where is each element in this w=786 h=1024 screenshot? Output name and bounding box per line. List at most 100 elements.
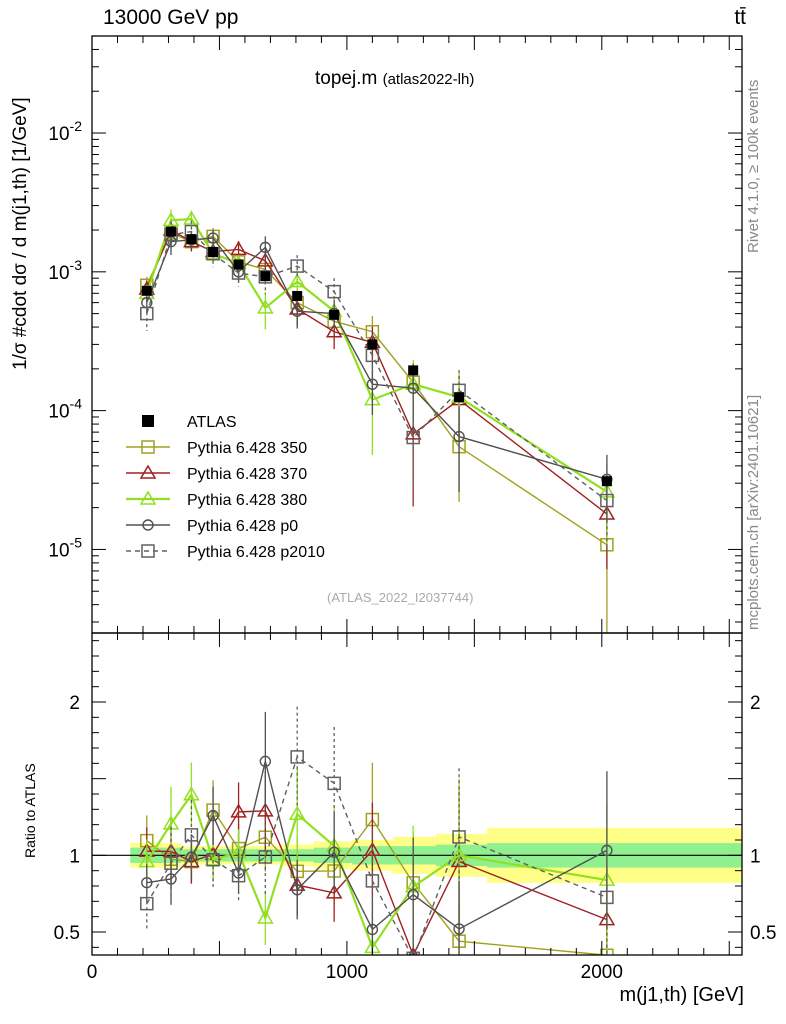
series-4-point	[291, 305, 303, 317]
atlas-data-point	[329, 309, 340, 320]
series-3-ratio-point	[257, 909, 274, 924]
atlas-data	[141, 226, 612, 487]
series-5-ratio	[140, 706, 614, 955]
ratio-tick-label-right: 2	[750, 693, 761, 714]
series-4-point	[259, 241, 272, 254]
plot-title-main: topej.m	[315, 68, 378, 89]
x-tick-label: 1000	[326, 962, 368, 983]
energy-label: 13000 GeV pp	[103, 6, 239, 29]
series-2-point	[230, 240, 247, 256]
y-tick-label: 10-5	[48, 534, 82, 561]
series-3-point	[183, 210, 200, 225]
series-5-ratio-point	[406, 951, 420, 955]
series-5-point	[406, 430, 420, 445]
series-5-ratio-point	[452, 830, 466, 844]
series-4-ratio-point	[453, 923, 465, 935]
series-5-ratio-point	[290, 750, 304, 764]
series-4-ratio-point	[291, 883, 303, 896]
atlas-data-point	[208, 246, 219, 257]
legend-label-1: Pythia 6.428 350	[187, 440, 307, 457]
series-1-ratio	[140, 762, 614, 955]
ratio-y-axis-label: Ratio to ATLAS	[22, 763, 38, 858]
series-4-ratio-point	[328, 846, 340, 858]
series-4-point	[453, 430, 465, 443]
legend-label-2: Pythia 6.428 370	[187, 466, 307, 483]
series-4-ratio-point	[366, 923, 379, 936]
plot-title: topej.m (atlas2022-lh)	[315, 68, 474, 90]
series-5-ratio-point	[184, 828, 199, 842]
series-3-ratio-point	[183, 786, 200, 801]
series-2-ratio-point	[408, 946, 419, 955]
series-4-ratio-point	[207, 809, 219, 822]
ratio-plot-frame	[91, 632, 743, 956]
legend-marker-5	[141, 544, 155, 558]
legend-marker-2	[139, 464, 157, 479]
ratio-tick-label-left: 2	[69, 693, 80, 714]
series-5-ratio-line	[146, 755, 608, 955]
ratio-tick-label-left: 1	[69, 846, 80, 867]
series-5-ratio-point	[365, 874, 380, 888]
series-5-point	[140, 306, 154, 321]
atlas-data-point	[408, 365, 419, 376]
series-5-point	[258, 270, 273, 284]
series-5-point	[327, 284, 341, 299]
ratio-plot-area	[92, 706, 742, 955]
series-4-point	[407, 382, 419, 394]
atlas-data-point	[454, 392, 465, 403]
legend-label-3: Pythia 6.428 380	[187, 492, 307, 509]
main-y-axis-label: 1/σ #cdot dσ / d m(j1,th) [1/GeV]	[10, 97, 31, 370]
atlas-data-point	[186, 234, 197, 245]
atlas-data-point	[166, 226, 177, 237]
series-2-point	[404, 425, 422, 440]
atlas-data-point	[601, 476, 612, 487]
y-tick-label: 10-4	[48, 396, 82, 423]
plot-title-sub: (atlas2022-lh)	[382, 71, 475, 88]
reference-id-label: (ATLAS_2022_I2037744)	[327, 590, 474, 605]
series-4-ratio	[141, 711, 613, 955]
x-axis-label: m(j1,th) [GeV]	[619, 984, 744, 1006]
series-3-ratio-point	[204, 851, 222, 866]
x-tick-label: 2000	[581, 962, 623, 983]
legend-marker-4	[142, 519, 154, 531]
series-5-line	[146, 230, 608, 502]
series-4-ratio-point	[259, 755, 272, 768]
main-plot-area	[138, 209, 616, 633]
atlas-data-point	[141, 285, 152, 296]
series-2-ratio-point	[325, 884, 343, 899]
series-5-ratio-point	[231, 868, 246, 883]
x-tick-label: 0	[87, 962, 98, 983]
legend: ATLAS Pythia 6.428 350 Pythia 6.428 370 Pyt…	[126, 414, 325, 561]
legend-atlas-label: ATLAS	[187, 414, 237, 431]
legend-marker-3	[139, 490, 157, 505]
series-2-ratio-point	[230, 803, 247, 818]
series-2-ratio-point	[257, 802, 274, 817]
legend-label-5: Pythia 6.428 p2010	[187, 544, 325, 561]
series-5-ratio-point	[600, 890, 614, 905]
legend-label-4: Pythia 6.428 p0	[187, 518, 298, 535]
y-tick-label: 10-2	[48, 118, 82, 145]
ratio-tick-label-left: 0.5	[54, 923, 80, 944]
series-3-ratio-point	[288, 805, 306, 820]
series-4-ratio-point	[165, 873, 177, 885]
series-5-ratio-point	[206, 852, 220, 867]
series-5-ratio-point	[258, 850, 273, 864]
legend-atlas-marker	[142, 415, 154, 427]
series-5-point	[290, 259, 304, 273]
atlas-data-point	[233, 259, 244, 270]
ratio-tick-label-right: 1	[750, 846, 761, 867]
y-tick-label: 10-3	[48, 257, 82, 284]
series-5-ratio-point	[140, 896, 154, 911]
series-2-point	[325, 323, 343, 338]
series-3-point	[162, 211, 180, 227]
series-4-ratio-point	[407, 888, 419, 901]
process-label: tt̄	[734, 6, 746, 29]
series-5-point	[600, 493, 614, 508]
series-3-point	[257, 299, 274, 314]
legend-marker-1	[141, 440, 155, 454]
atlas-data-point	[367, 339, 378, 350]
series-3-point	[288, 273, 306, 288]
series-5-ratio-point	[327, 776, 341, 791]
series-2-main	[138, 219, 616, 570]
ratio-tick-label-right: 0.5	[750, 923, 776, 944]
series-5-ratio-point	[164, 856, 178, 870]
